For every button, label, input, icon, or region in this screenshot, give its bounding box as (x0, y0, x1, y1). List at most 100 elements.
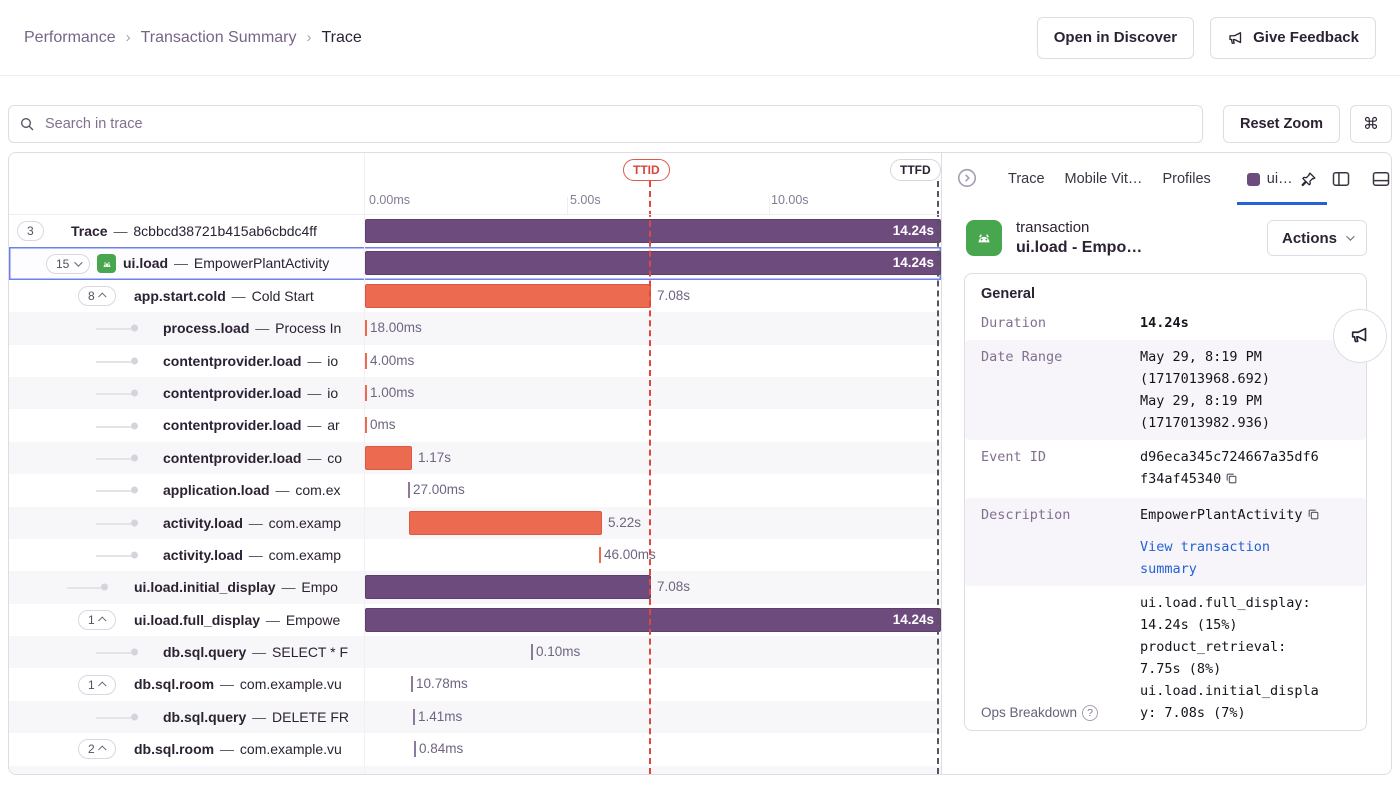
copy-icon[interactable] (1225, 470, 1238, 492)
actions-button[interactable]: Actions (1266, 220, 1367, 256)
collapse-panel-button[interactable] (952, 163, 982, 196)
trace-row[interactable]: activity.load — com.examp 46.00ms (9, 538, 941, 572)
span-bar[interactable] (365, 575, 651, 600)
trace-detail-panel: Trace Mobile Vit… Profiles ui… transacti… (941, 153, 1391, 774)
span-tick[interactable] (413, 708, 415, 725)
expand-collapse-pill[interactable]: 1 (78, 674, 116, 695)
span-duration-label: 7.08s (657, 579, 691, 595)
expand-collapse-pill[interactable]: 8 (78, 285, 116, 306)
trace-row[interactable]: contentprovider.load — co 1.17s (9, 441, 941, 475)
span-row-label-cell: contentprovider.load — io (9, 344, 365, 377)
chevron-up-icon (97, 292, 107, 301)
axis-tick-0: 0.00ms (369, 193, 410, 207)
trace-row[interactable]: ui.load.initial_display — Empo 7.08s (9, 571, 941, 604)
chevron-up-icon (97, 616, 107, 625)
span-tick[interactable] (531, 644, 533, 661)
copy-icon[interactable] (1307, 506, 1320, 528)
span-tick[interactable] (411, 676, 413, 693)
span-bar[interactable] (365, 283, 651, 308)
trace-row[interactable]: contentprovider.load — io 1.00ms (9, 376, 941, 410)
feedback-fab-button[interactable] (1333, 309, 1387, 363)
span-duration-label: 10.78ms (416, 676, 468, 692)
tab-profiles[interactable]: Profiles (1162, 171, 1211, 187)
span-label: application.load — com.ex (163, 482, 341, 499)
detail-row-value: 14.24s (1140, 315, 1189, 331)
span-tick[interactable] (408, 482, 410, 499)
pin-icon[interactable] (1300, 171, 1317, 188)
open-in-discover-button[interactable]: Open in Discover (1036, 16, 1195, 59)
span-row-timeline-cell: 46.00ms (365, 539, 941, 571)
expand-collapse-pill[interactable]: 3 (17, 221, 44, 242)
span-bar[interactable]: 14.24s (365, 251, 941, 276)
tab-trace[interactable]: Trace (1008, 171, 1045, 187)
trace-view: 0.00ms 5.00s 10.00s TTID TTFD 3 Trace — 8… (8, 152, 1392, 775)
trace-row[interactable]: activity.load — com.examp 5.22s (9, 506, 941, 539)
span-bar[interactable]: 14.24s (365, 607, 941, 632)
tab-ui-load-active[interactable]: ui… (1236, 153, 1327, 205)
span-duration-label: 1.41ms (418, 708, 463, 724)
span-tick[interactable] (365, 320, 367, 337)
trace-row[interactable]: application.load — com.ex 27.00ms (9, 474, 941, 507)
span-tick[interactable] (365, 352, 367, 369)
trace-row[interactable]: 1 ui.load.full_display — Empowe 14.24s (9, 603, 941, 637)
span-color-swatch (1246, 172, 1260, 186)
reset-zoom-button[interactable]: Reset Zoom (1223, 105, 1340, 143)
layout-drawer-bottom-icon[interactable] (1367, 165, 1391, 193)
view-transaction-summary-link[interactable]: View transaction (1140, 539, 1271, 555)
trace-row[interactable]: 3 Trace — 8cbbcd38721b415ab6cbdc4ff 14.24s (9, 215, 941, 248)
tree-connector (67, 587, 101, 590)
layout-sidebar-left-icon[interactable] (1327, 165, 1355, 193)
search-input[interactable] (43, 115, 1192, 133)
tab-mobile-vitals[interactable]: Mobile Vit… (1064, 171, 1143, 187)
span-label: process.load — Process In (163, 320, 342, 337)
detail-row-value: May 29, 8:19 PM (1717013968.692) May 29, 8… (1140, 349, 1271, 431)
span-tick[interactable] (414, 741, 416, 758)
span-tick[interactable] (365, 384, 367, 401)
trace-row[interactable]: 8 app.start.cold — Cold Start 7.08s (9, 279, 941, 313)
span-row-timeline-cell: 7.08s (365, 280, 941, 312)
trace-row[interactable]: contentprovider.load — io 4.00ms (9, 344, 941, 377)
trace-row[interactable]: db.sql.query — INSERT OR 0.70ms (9, 765, 941, 775)
trace-row[interactable]: 1 db.sql.room — com.example.vu 10.78ms (9, 668, 941, 701)
detail-row-value: ui.load.full_display: 14.24s (15%) product… (1140, 595, 1319, 721)
search-box[interactable] (8, 105, 1203, 143)
breadcrumb-trace: Trace (321, 28, 362, 46)
trace-row[interactable]: contentprovider.load — ar 0ms (9, 409, 941, 442)
detail-row-label: Description (981, 507, 1071, 523)
span-tick[interactable] (599, 546, 601, 563)
span-duration-label: 18.00ms (370, 320, 422, 336)
tree-connector (96, 717, 131, 720)
span-bar[interactable] (409, 510, 602, 535)
span-label: activity.load — com.examp (163, 546, 342, 563)
search-icon (19, 116, 35, 132)
transaction-type-label: transaction (1016, 219, 1090, 236)
detail-row: Duration 14.24s (965, 306, 1366, 340)
trace-row[interactable]: process.load — Process In 18.00ms (9, 312, 941, 345)
span-bar[interactable]: 14.24s (365, 219, 941, 243)
trace-row[interactable]: db.sql.query — DELETE FR 1.41ms (9, 700, 941, 734)
span-row-label-cell: 2 db.sql.room — com.example.vu (9, 733, 365, 766)
shortcut-button[interactable]: ⌘ (1350, 105, 1392, 143)
span-row-timeline-cell: 14.24s (365, 604, 941, 636)
span-tick[interactable] (365, 417, 367, 434)
breadcrumb-performance[interactable]: Performance (24, 28, 116, 46)
trace-row[interactable]: 2 db.sql.room — com.example.vu 0.84ms (9, 733, 941, 766)
span-label: ui.load.initial_display — Empo (134, 579, 338, 596)
trace-waterfall: 0.00ms 5.00s 10.00s TTID TTFD 3 Trace — 8… (9, 153, 941, 774)
give-feedback-button[interactable]: Give Feedback (1210, 16, 1376, 59)
panel-tabs: Trace Mobile Vit… Profiles ui… (942, 153, 1391, 205)
span-bar[interactable] (365, 445, 412, 470)
trace-row[interactable]: 15 ui.load — EmpowerPlantActivity 14.24s (9, 247, 941, 280)
leaf-dot (131, 551, 138, 559)
expand-collapse-pill[interactable]: 15 (46, 253, 91, 274)
span-label: Trace — 8cbbcd38721b415ab6cbdc4ff (71, 223, 317, 239)
span-duration-label: 27.00ms (413, 482, 465, 498)
help-icon[interactable]: ? (1082, 705, 1099, 721)
span-label: db.sql.query — INSERT OR (163, 766, 348, 775)
expand-collapse-pill[interactable]: 2 (78, 739, 116, 760)
span-row-timeline-cell: 10.78ms (365, 668, 941, 700)
view-transaction-summary-link[interactable]: summary (1140, 561, 1197, 577)
trace-row[interactable]: db.sql.query — SELECT * F 0.10ms (9, 636, 941, 669)
breadcrumb-transaction-summary[interactable]: Transaction Summary (140, 28, 297, 46)
expand-collapse-pill[interactable]: 1 (78, 609, 116, 630)
